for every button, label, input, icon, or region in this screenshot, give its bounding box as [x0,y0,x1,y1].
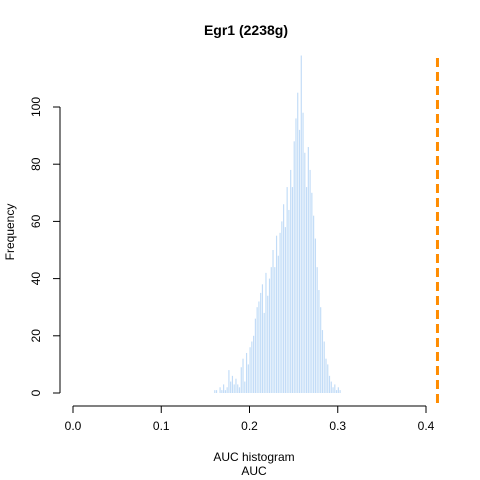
x-tick-label: 0.1 [153,419,170,433]
histogram-bar [249,347,251,393]
histogram-bar [253,335,255,393]
histogram-bar [277,255,279,393]
histogram-bar [291,187,294,393]
y-axis-label: Frequency [3,204,17,261]
y-tick-label: 100 [29,97,43,117]
histogram-bar [297,92,299,393]
histogram-bar [327,364,329,393]
histogram-bar [245,352,248,393]
histogram-bar [302,112,304,393]
x-tick-label: 0.2 [241,419,258,433]
histogram-bar [314,238,316,393]
histogram-bar [233,384,235,393]
histogram-bar [268,278,271,393]
histogram-bar [238,387,241,393]
histogram-bar [231,375,234,393]
histogram-bar [228,370,230,393]
histogram-bar [321,330,324,393]
histogram-bar [224,390,226,393]
x-axis-label: AUC [241,464,267,478]
histogram-bar [311,192,313,393]
histogram-bar [286,187,288,393]
histogram-bar [261,284,264,393]
histogram-bar [272,250,274,393]
histogram-bar [242,358,244,393]
histogram-bar [298,129,301,393]
histogram-label: AUC histogram [213,450,294,464]
histogram-bars [214,55,341,394]
histogram-bar [295,118,297,393]
histogram-bar [290,169,292,393]
histogram-bar [320,307,322,393]
histogram-bar [240,367,242,393]
histogram-bar [270,267,272,393]
x-axis: 0.0 0.1 0.2 0.3 0.4 [65,405,435,433]
histogram-bar [332,387,334,393]
histogram-bar [267,295,269,393]
histogram-bar [226,387,228,393]
histogram-bar [318,290,320,393]
histogram-bar [334,384,336,393]
histogram-bar [283,204,285,393]
histogram-bar [263,312,265,393]
y-axis: 0 20 40 60 80 100 [29,97,61,396]
histogram-bar [274,267,276,393]
histogram-bar [219,387,221,393]
histogram-bar [307,147,309,393]
y-tick-label: 20 [29,329,43,343]
histogram-bar [237,384,239,393]
histogram-bar [230,381,232,393]
histogram-bar [288,209,290,393]
histogram-bar [304,152,306,393]
histogram-bar [293,141,295,393]
histogram-bar [275,235,278,393]
histogram-bar [325,358,327,393]
histogram-bar [328,375,331,393]
histogram-bar [221,390,223,393]
histogram-bar [256,307,258,393]
histogram-bar [309,169,311,393]
y-tick-label: 40 [29,272,43,286]
histogram-bar [284,227,286,393]
histogram-bar [300,55,302,394]
histogram-bar [215,390,218,393]
histogram-bar [305,187,308,393]
histogram-bar [265,272,267,393]
histogram-bar [330,381,332,393]
histogram-bar [313,215,315,393]
x-tick-label: 0.3 [329,419,346,433]
histogram-bar [279,232,281,393]
histogram-bar [254,318,256,393]
histogram-bar [223,384,225,393]
histogram-bar [251,341,253,393]
histogram-bar [247,364,249,393]
histogram-bar [244,381,246,393]
histogram-bar [281,221,283,393]
histogram-bar [335,390,338,393]
histogram-bar [339,390,341,393]
histogram-bar [235,378,237,393]
y-tick-label: 80 [29,157,43,171]
y-tick-label: 0 [29,389,43,396]
y-tick-label: 60 [29,214,43,228]
histogram-bar [316,267,318,393]
x-tick-label: 0.4 [418,419,435,433]
histogram-bar [214,390,216,393]
histogram-bar [260,292,262,393]
chart-title: Egr1 (2238g) [204,22,288,38]
histogram-bar [337,387,339,393]
histogram-bar [323,341,325,393]
x-tick-label: 0.0 [65,419,82,433]
histogram-bar [258,301,260,393]
